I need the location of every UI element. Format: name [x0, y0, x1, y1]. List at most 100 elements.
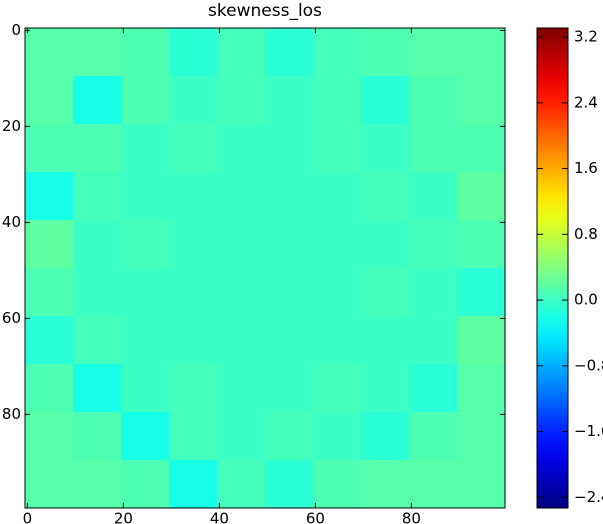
x-tick-label: 60 [306, 510, 325, 524]
heatmap-cell [121, 124, 170, 173]
heatmap-cell [169, 412, 218, 461]
heatmap-cell [313, 76, 362, 125]
heatmap-cell [313, 172, 362, 221]
heatmap-cell [169, 124, 218, 173]
y-tick-label: 40 [2, 213, 21, 231]
y-tick-label: 60 [2, 309, 21, 327]
heatmap-cell [361, 220, 410, 269]
heatmap-cell [121, 268, 170, 317]
heatmap-cell [169, 460, 218, 509]
heatmap-cell [457, 268, 506, 317]
heatmap-cell [265, 316, 314, 365]
heatmap-cell [169, 364, 218, 413]
heatmap-cell [265, 460, 314, 509]
heatmap-cell [265, 268, 314, 317]
heatmap-cell [217, 364, 266, 413]
colorbar-tick-label: 0.8 [574, 225, 598, 243]
x-tick-label: 80 [402, 510, 421, 524]
heatmap-cell [265, 28, 314, 77]
heatmap-cell [409, 460, 458, 509]
heatmap-cell [169, 316, 218, 365]
heatmap-cell [73, 460, 122, 509]
heatmap-cell [25, 76, 74, 125]
heatmap-cell [457, 460, 506, 509]
heatmap-cell [121, 172, 170, 221]
heatmap-cell [169, 76, 218, 125]
heatmap-cell [409, 172, 458, 221]
heatmap-cell [265, 124, 314, 173]
heatmap-cell [73, 316, 122, 365]
heatmap-cell [457, 76, 506, 125]
heatmap-cell [73, 76, 122, 125]
heatmap-cell [73, 268, 122, 317]
colorbar-tick-label: 0.0 [574, 291, 598, 309]
heatmap-cell [25, 364, 74, 413]
heatmap-cell [121, 28, 170, 77]
heatmap-cell [361, 172, 410, 221]
y-tick-label: 20 [2, 117, 21, 135]
colorbar-tick-label: −2.4 [574, 488, 603, 506]
heatmap-cell [217, 28, 266, 77]
heatmap-cell [265, 220, 314, 269]
heatmap-cell [409, 364, 458, 413]
heatmap-cell [313, 28, 362, 77]
heatmap-cell [265, 76, 314, 125]
heatmap-cell [25, 124, 74, 173]
heatmap-cell [361, 364, 410, 413]
heatmap-cell [217, 124, 266, 173]
heatmap-cell [457, 220, 506, 269]
heatmap-cell [121, 76, 170, 125]
heatmap-cell [361, 268, 410, 317]
heatmap-cell [361, 28, 410, 77]
heatmap-cell [73, 124, 122, 173]
heatmap-cell [169, 268, 218, 317]
heatmap-cell [25, 172, 74, 221]
heatmap-cell [409, 220, 458, 269]
heatmap-cell [313, 124, 362, 173]
heatmap-cell [409, 268, 458, 317]
heatmap-cell [457, 316, 506, 365]
heatmap-cell [121, 412, 170, 461]
colorbar-tick-label: 3.2 [574, 28, 598, 46]
heatmap-cell [73, 412, 122, 461]
heatmap-cell [313, 364, 362, 413]
heatmap-cell [121, 364, 170, 413]
heatmap-cell [217, 76, 266, 125]
heatmap-cell [361, 76, 410, 125]
heatmap-cell [73, 172, 122, 221]
colorbar-tick-label: −1.6 [574, 422, 603, 440]
colorbar-tick-label: −0.8 [574, 356, 603, 374]
y-tick-label: 0 [11, 21, 21, 39]
heatmap-cell [409, 124, 458, 173]
heatmap-cell [169, 28, 218, 77]
heatmap-cell [409, 76, 458, 125]
heatmap-cell [361, 460, 410, 509]
heatmap-cell [217, 412, 266, 461]
heatmap-cell [73, 364, 122, 413]
heatmap-cell [217, 460, 266, 509]
heatmap-cell [25, 316, 74, 365]
heatmap-cell [457, 172, 506, 221]
heatmap-cell [217, 220, 266, 269]
colorbar-tick-label: 1.6 [574, 159, 598, 177]
heatmap-cell [169, 172, 218, 221]
heatmap-cell [361, 316, 410, 365]
heatmap-cell [217, 172, 266, 221]
heatmap-cell [313, 412, 362, 461]
heatmap-cell [73, 220, 122, 269]
heatmap-cell [313, 316, 362, 365]
heatmap-cell [25, 412, 74, 461]
heatmap-cell [409, 412, 458, 461]
x-tick-label: 20 [114, 510, 133, 524]
heatmap-cell [361, 412, 410, 461]
heatmap-cell [265, 364, 314, 413]
heatmap-cell [25, 460, 74, 509]
heatmap-cell [313, 460, 362, 509]
heatmap-cell [409, 316, 458, 365]
heatmap-cell [313, 268, 362, 317]
x-tick-label: 0 [23, 510, 33, 524]
heatmap-cell [25, 28, 74, 77]
y-tick-label: 80 [2, 405, 21, 423]
heatmap-cell [265, 172, 314, 221]
heatmap-cell [409, 28, 458, 77]
